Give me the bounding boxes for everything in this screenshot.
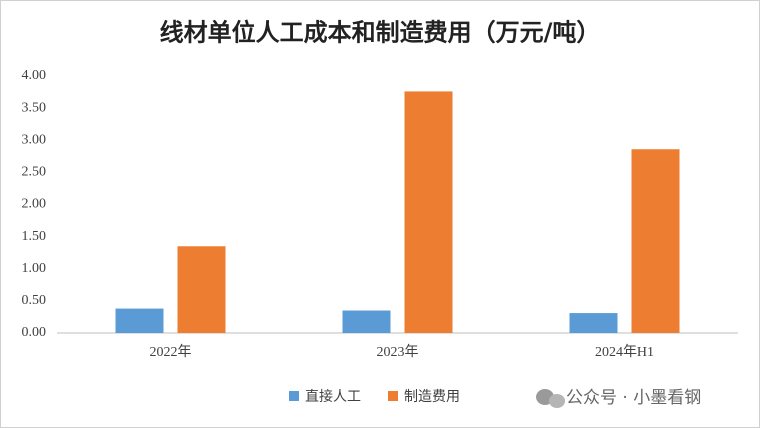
y-tick-label: 3.00 (22, 132, 47, 147)
chart-title: 线材单位人工成本和制造费用（万元/吨） (160, 18, 601, 47)
legend-swatch (289, 391, 299, 401)
legend-label: 直接人工 (305, 388, 361, 405)
y-tick-label: 3.50 (22, 100, 47, 115)
y-tick-label: 2.50 (22, 165, 47, 180)
x-tick-label: 2023年 (377, 344, 419, 360)
y-tick-label: 1.50 (22, 229, 47, 244)
y-tick-label: 2.00 (22, 197, 47, 212)
bar (177, 246, 226, 333)
y-tick-label: 1.00 (22, 261, 47, 276)
bar (115, 308, 164, 333)
watermark: 公众号 · 小墨看钢 (566, 388, 701, 408)
y-tick-label: 4.00 (22, 68, 47, 83)
y-tick-label: 0.00 (22, 325, 47, 340)
bar (631, 149, 680, 333)
bar (342, 310, 391, 333)
x-tick-label: 2024年H1 (595, 344, 654, 360)
legend-swatch (388, 391, 398, 401)
watermark-icon (536, 389, 565, 408)
y-tick-label: 0.50 (22, 293, 47, 308)
legend-label: 制造费用 (404, 389, 460, 405)
bar (569, 313, 618, 333)
bar (404, 91, 453, 333)
x-tick-label: 2022年 (150, 344, 192, 360)
